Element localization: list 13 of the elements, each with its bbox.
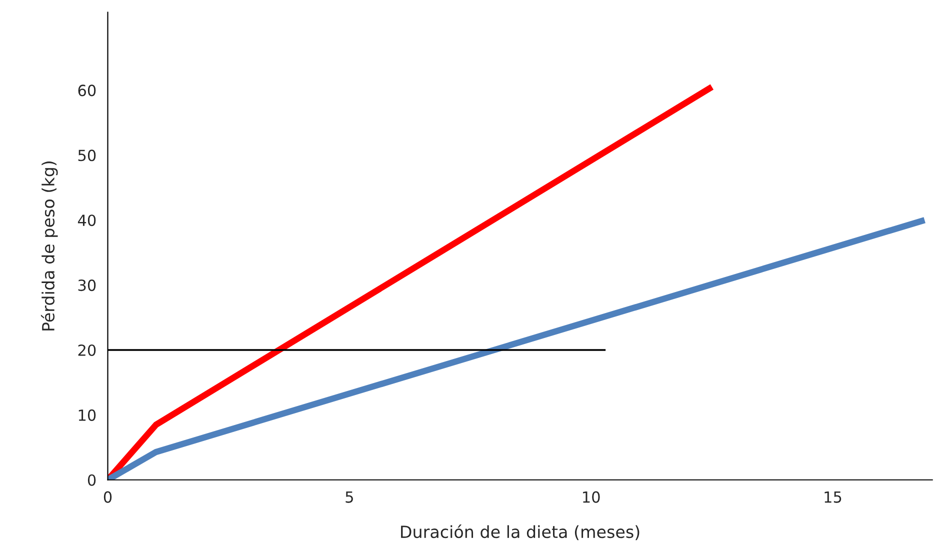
y-tick-label: 20 — [78, 344, 96, 356]
y-tick-label: 40 — [78, 214, 96, 226]
y-tick-label: 30 — [78, 280, 96, 292]
x-axis-title: Duración de la dieta (meses) — [401, 524, 640, 540]
x-tick-label: 0 — [104, 491, 112, 503]
y-tick-label: 60 — [78, 84, 96, 96]
x-tick-label: 15 — [824, 491, 842, 503]
x-tick-label: 5 — [346, 491, 353, 503]
y-tick-label: 50 — [78, 150, 96, 162]
y-tick-label: 0 — [88, 474, 96, 486]
x-tick-label: 10 — [583, 491, 600, 503]
y-tick-label: 10 — [78, 409, 96, 421]
y-axis-title: Pérdida de peso (kg) — [40, 162, 58, 330]
